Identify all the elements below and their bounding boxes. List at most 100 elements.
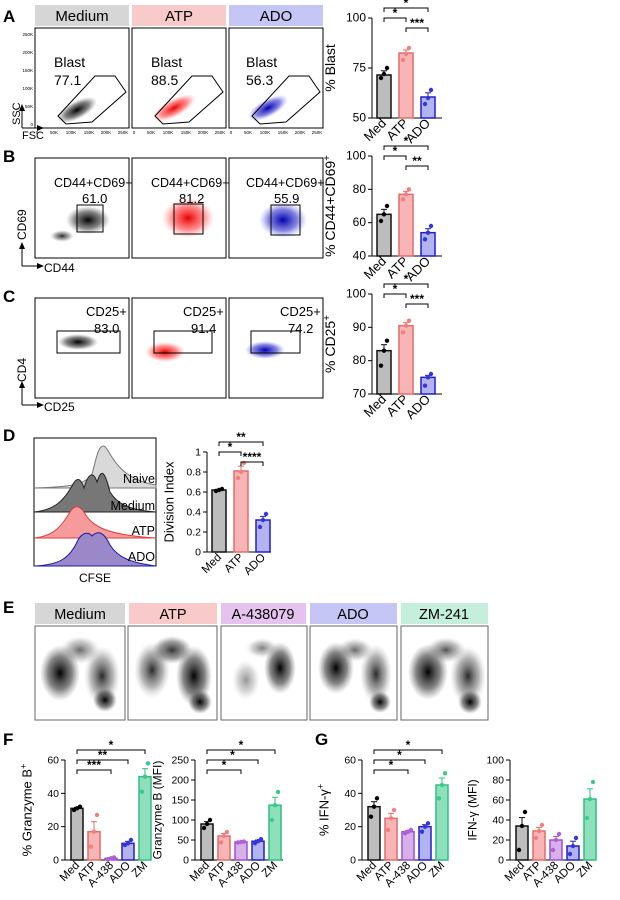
panel-e: Medium ATP A-438079 ADO ZM-241 [34, 603, 489, 721]
axis-arrowhead-a-y [19, 104, 25, 111]
sig-label-G-ifng-pct-1: * [397, 748, 402, 762]
gate-a-atp [154, 75, 224, 125]
histogram-label-ado: ADO [128, 550, 155, 564]
data-point-A-blast-atp-2 [406, 45, 412, 51]
header-ado: ADO [260, 8, 293, 25]
header-e-atp: ATP [159, 607, 186, 623]
x-tick-label-C-cd25-ado: ADO [403, 392, 434, 423]
bar-G-ifng-pct-med [367, 805, 381, 861]
data-point-C-cd25-ado-2 [428, 371, 434, 377]
a-xtick-d-3: 150K [278, 130, 289, 135]
data-point-G-ifng-pct-atp-2 [391, 807, 397, 813]
y-tick-label-G-ifng-pct-0: 0 [350, 855, 356, 867]
y-tick-label-D-division-4: 0.8 [186, 467, 201, 479]
x-tick-label-G-ifng-pct-zm: ZM [427, 860, 447, 880]
a-xtick-d-2: 100K [260, 130, 271, 135]
bar-A-blast-med [376, 74, 392, 119]
data-point-B-cd44cd69-med-0 [378, 218, 384, 224]
histogram-label-naive: Naive [123, 472, 155, 486]
y-tick-label-G-ifng-pct-1: 20 [344, 821, 356, 833]
gate-a-atp-value: 88.5 [151, 72, 178, 88]
axis-label-cd4: CD4 [15, 358, 29, 382]
data-point-C-cd25-med-1 [381, 348, 387, 353]
sig-label-D-division-1: * [228, 440, 233, 454]
bar-D-division-ado [255, 519, 271, 553]
bar-D-division-atp [233, 470, 249, 553]
y-tick-label-A-blast-1: 75 [353, 61, 367, 75]
flow-a-ado-frame [228, 27, 324, 129]
data-point-F-granzyme-pct-med-2 [77, 804, 83, 809]
data-point-F-granzyme-mfi-a-438-2 [241, 839, 247, 844]
sig-bracket-A-blast-2 [405, 27, 429, 32]
data-point-A-blast-med-0 [378, 75, 384, 81]
data-point-C-cd25-ado-1 [425, 375, 431, 380]
data-point-B-cd44cd69-med-1 [381, 212, 387, 217]
sig-bracket-A-blast-0 [383, 7, 429, 12]
y-tick-label-D-division-3: 0.6 [186, 487, 201, 499]
sig-label-C-cd25-0: * [404, 272, 409, 286]
y-axis-label-F-granzyme-pct: % Granzyme B+ [19, 764, 35, 857]
x-tick-label-D-division-ado: ADO [242, 552, 268, 578]
panel-letter-b: B [3, 147, 15, 166]
sig-bracket-F-granzyme-mfi-0 [206, 749, 276, 754]
panel-c-flow: CD25+ 83.0 CD25+ 91.4 CD25+ 74.2 CD4 CD2… [15, 297, 324, 414]
data-point-C-cd25-atp-1 [403, 323, 409, 328]
header-e-medium: Medium [54, 607, 106, 623]
y-tick-label-B-cd44cd69-2: 80 [353, 182, 367, 196]
header-atp-bg [132, 5, 226, 26]
data-point-A-blast-ado-1 [425, 95, 431, 101]
sig-label-B-cd44cd69-0: * [404, 134, 409, 148]
axis-label-cd25: CD25 [44, 400, 75, 414]
data-point-B-cd44cd69-atp-0 [400, 197, 406, 202]
data-point-G-ifng-mfi-med-0 [516, 847, 522, 853]
a-xtick-d-1: 50K [244, 130, 252, 135]
bar-G-ifng-pct-a-438 [401, 830, 415, 861]
sig-bracket-B-cd44cd69-0 [383, 145, 429, 150]
bar-C-cd25-atp [398, 324, 414, 395]
tsne-ado [318, 638, 392, 713]
data-point-B-cd44cd69-atp-1 [403, 192, 409, 197]
sig-bracket-C-cd25-1 [383, 293, 407, 298]
histogram-label-atp: ATP [132, 524, 155, 538]
gate-c-ado-value: 74.2 [288, 321, 313, 336]
histogram-atp [33, 506, 157, 539]
gate-b-ado [270, 204, 301, 236]
a-xtick-t-1: 50K [147, 130, 155, 135]
header-medium: Medium [55, 8, 108, 25]
panel-b-flow: CD44+CD69+ 61.0 CD44+CD69+ 81.2 CD44+CD6… [15, 157, 325, 275]
tsne-atp [134, 636, 212, 714]
data-point-F-granzyme-mfi-med-1 [204, 821, 210, 827]
y-tick-label-G-ifng-mfi-3: 60 [492, 795, 504, 807]
axis-label-ssc: SSC [11, 102, 23, 125]
y-tick-label-F-granzyme-pct-0: 0 [53, 855, 59, 867]
tsne-a438 [232, 638, 296, 700]
header-e-ado-bg [310, 603, 397, 624]
y-tick-label-C-cd25-2: 90 [353, 320, 367, 334]
data-point-F-granzyme-mfi-med-2 [207, 817, 213, 823]
x-tick-label-G-ifng-mfi-zm: ZM [575, 860, 595, 880]
data-point-C-cd25-med-0 [378, 363, 384, 368]
y-tick-label-G-ifng-pct-2: 40 [344, 788, 356, 800]
data-point-G-ifng-mfi-ado-0 [567, 851, 573, 857]
flow-a-atp-frame [131, 27, 227, 129]
panel-d-histograms: Naive Medium ATP ADO CFSE [33, 437, 157, 585]
sig-label-B-cd44cd69-1: * [393, 144, 398, 158]
y-axis-label-C-cd25: % CD25+ [321, 315, 338, 373]
y-tick-label-F-granzyme-mfi-2: 100 [171, 815, 189, 827]
header-e-a438-bg [221, 603, 306, 624]
data-point-F-granzyme-mfi-atp-0 [218, 840, 224, 845]
axis-arrowhead-c-y [19, 381, 25, 388]
density-c-ado [245, 341, 285, 359]
x-tick-label-D-division-atp: ATP [222, 551, 246, 575]
panel-letter-g: G [315, 730, 328, 749]
y-tick-label-D-division-1: 0.2 [186, 527, 201, 539]
data-point-G-ifng-pct-zm-0 [436, 796, 442, 801]
data-point-F-granzyme-pct-zm-2 [145, 761, 151, 766]
data-point-G-ifng-pct-ado-2 [425, 821, 431, 826]
panel-letter-a: A [3, 7, 15, 26]
gate-c-medium [56, 330, 121, 354]
a-ytick-1: 200K [22, 50, 33, 55]
